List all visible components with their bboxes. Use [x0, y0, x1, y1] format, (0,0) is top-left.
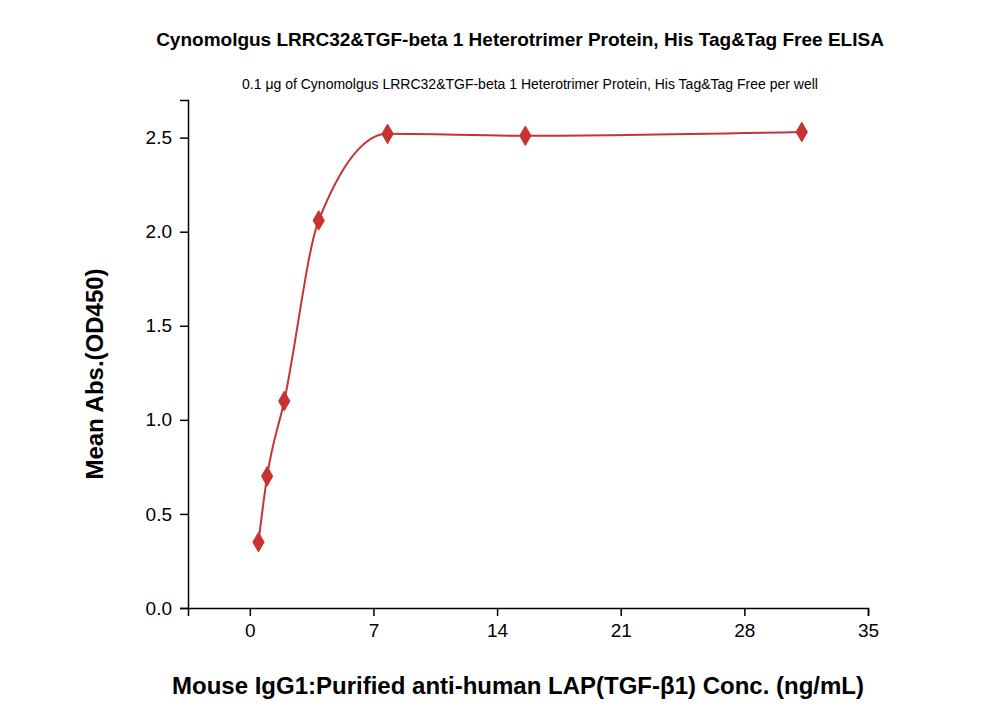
y-tick-mark [180, 326, 188, 328]
y-tick-mark [180, 420, 188, 422]
y-tick-mark [180, 514, 188, 516]
x-tick-mark [250, 608, 252, 616]
x-tick-label: 14 [487, 620, 509, 641]
subtitle: 0.1 μg of Cynomolgus LRRC32&TGF-beta 1 H… [242, 76, 818, 92]
x-tick-label: 0 [245, 620, 256, 641]
x-tick: 14 [487, 608, 509, 641]
y-tick-mark [180, 608, 188, 610]
y-tick-label: 2.0 [146, 221, 172, 242]
y-tick-label: 2.5 [146, 127, 172, 148]
series-line [258, 132, 801, 542]
x-tick-label: 7 [369, 620, 380, 641]
x-tick-mark [744, 608, 746, 616]
y-tick-label: 0.5 [146, 504, 172, 525]
x-tick: 28 [734, 608, 755, 641]
y-tick-label: 0.0 [146, 598, 172, 619]
data-point [313, 211, 324, 231]
plot-area [253, 122, 808, 552]
x-axis-title: Mouse IgG1:Purified anti-human LAP(TGF-β… [172, 672, 864, 699]
x-tick-mark [620, 608, 622, 616]
y-tick: 0.0 [146, 598, 188, 619]
x-tick-mark [497, 608, 499, 616]
chart: Cynomolgus LRRC32&TGF-beta 1 Heterotrime… [0, 0, 1000, 714]
y-tick: 0.5 [146, 504, 188, 525]
y-tick-label: 1.5 [146, 315, 172, 336]
x-tick: 7 [369, 608, 380, 641]
data-point [279, 391, 290, 411]
data-point [253, 532, 264, 552]
x-tick-mark [868, 608, 870, 616]
x-tick: 21 [611, 608, 632, 641]
y-axis: 0.0 0.5 1.0 1.5 2.0 2.5 [146, 101, 189, 619]
x-axis-line [189, 609, 869, 617]
x-tick: 35 [858, 608, 879, 641]
data-point [261, 467, 272, 487]
y-tick: 2.5 [146, 127, 188, 148]
title: Cynomolgus LRRC32&TGF-beta 1 Heterotrime… [156, 29, 884, 50]
x-axis: 0 7 14 21 28 35 [189, 608, 880, 641]
y-tick: 1.0 [146, 409, 188, 430]
x-tick: 0 [245, 608, 256, 641]
y-tick-mark [180, 137, 188, 139]
y-tick: 2.0 [146, 221, 188, 242]
y-tick-mark [180, 231, 188, 233]
y-tick-label: 1.0 [146, 409, 172, 430]
data-point [520, 126, 531, 146]
x-tick-mark [373, 608, 375, 616]
y-axis-line [180, 101, 189, 609]
data-point [382, 124, 393, 144]
y-tick: 1.5 [146, 315, 188, 336]
data-point [796, 122, 807, 142]
x-tick-label: 28 [734, 620, 755, 641]
x-tick-label: 35 [858, 620, 879, 641]
x-tick-label: 21 [611, 620, 632, 641]
y-axis-title: Mean Abs.(OD450) [81, 268, 108, 479]
